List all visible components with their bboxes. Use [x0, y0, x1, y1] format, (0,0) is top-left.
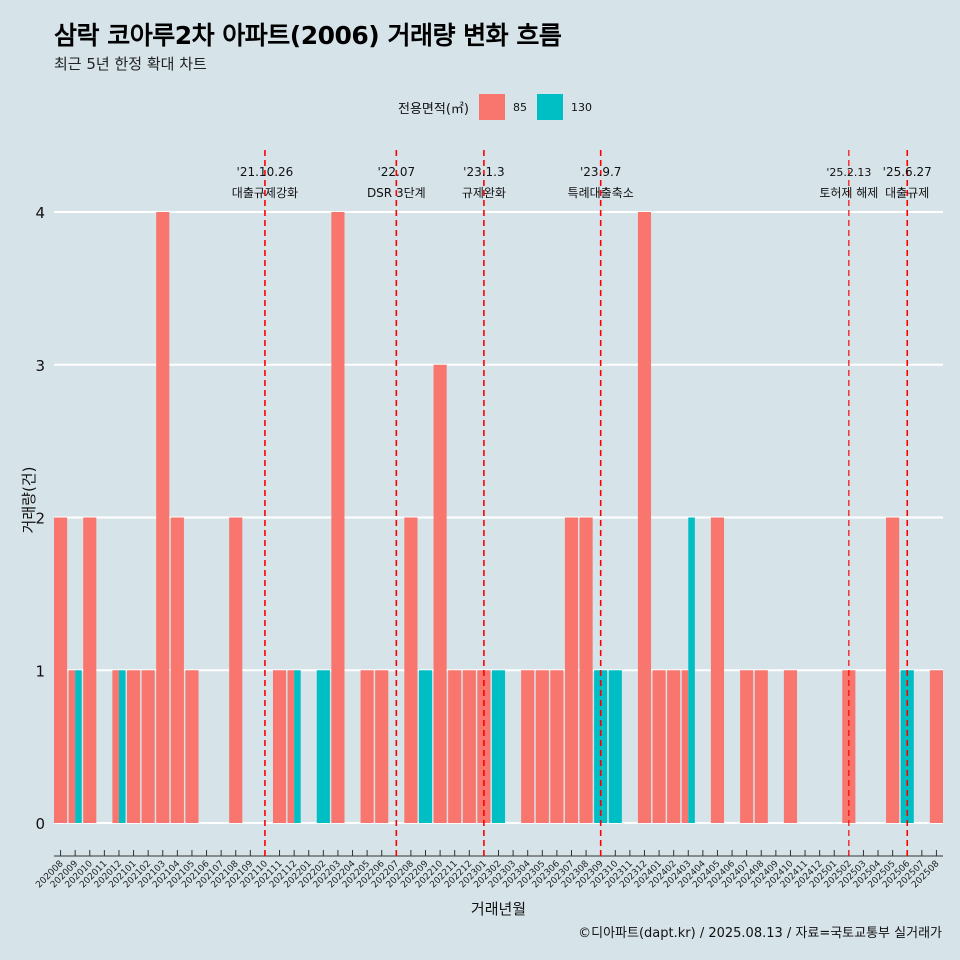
bar-85-202103: [156, 212, 170, 823]
bar-85-202307: [564, 517, 579, 823]
bar-85-202102: [141, 670, 155, 823]
legend: 전용면적(㎡) 85 130: [398, 94, 602, 120]
bar-85-202012: [112, 670, 119, 823]
bar-85-202210: [433, 364, 447, 823]
event-label-0: 대출규제강화: [232, 186, 298, 200]
legend-title: 전용면적(㎡): [398, 101, 469, 117]
y-tick-label-2: 2: [35, 510, 45, 528]
bar-85-202306: [550, 670, 564, 823]
bar-85-202105: [185, 670, 199, 823]
bar-85-202104: [170, 517, 184, 823]
bar-85-202112: [287, 670, 295, 823]
event-date-2: '23.1.3: [463, 165, 504, 179]
footer-credit: ©디아파트(dapt.kr) / 2025.08.13 / 자료=국토교통부 실…: [578, 926, 942, 941]
bar-85-202502: [842, 670, 856, 823]
bar-85-202111: [272, 670, 287, 823]
bar-85-202312: [637, 212, 652, 823]
legend-swatch-85: [478, 94, 505, 120]
bar-85-202308: [579, 517, 593, 823]
event-date-4: '25.2.13: [826, 166, 871, 179]
bar-85-202508: [929, 670, 943, 823]
bar-130-202403: [688, 517, 695, 823]
bar-85-202108: [229, 517, 243, 823]
bar-85-202402: [667, 670, 681, 823]
legend-label-85: 85: [512, 100, 527, 114]
bar-85-202208: [404, 517, 418, 823]
y-tick-label-0: 0: [35, 815, 45, 833]
bar-85-202305: [535, 670, 549, 823]
event-date-1: '22.07: [377, 165, 415, 179]
event-label-1: DSR 3단계: [367, 186, 426, 200]
event-date-0: '21.10.26: [237, 165, 294, 179]
bar-85-202212: [462, 670, 476, 823]
bar-85-202407: [740, 670, 754, 823]
bar-85-202205: [360, 670, 374, 823]
bar-85-202010: [83, 517, 97, 823]
event-label-2: 규제완화: [462, 186, 506, 200]
bar-130-202202: [316, 670, 330, 823]
bar-85-202405: [710, 517, 725, 823]
bar-130-202009: [75, 670, 82, 823]
bar-85-202410: [783, 670, 798, 823]
chart-title: 삼락 코아루2차 아파트(2006) 거래량 변화 흐름: [54, 21, 562, 50]
bar-85-202505: [886, 517, 900, 823]
bar-85-202403: [681, 670, 689, 823]
bar-85-202101: [126, 670, 141, 823]
bar-85-202203: [331, 212, 345, 823]
legend-label-130: 130: [570, 100, 592, 114]
bar-85-202408: [754, 670, 768, 823]
y-axis-title: 거래량(건): [20, 467, 38, 534]
event-label-4: 토허제 해제: [819, 186, 878, 200]
legend-swatch-130: [536, 94, 563, 120]
bar-85-202211: [448, 670, 462, 823]
bar-85-202009: [68, 670, 76, 823]
x-axis-title: 거래년월: [471, 900, 526, 918]
bar-130-202209: [418, 670, 433, 823]
bar-130-202112: [294, 670, 301, 823]
bar-85-202206: [375, 670, 389, 823]
bar-85-202301: [477, 670, 491, 823]
bar-85-202304: [521, 670, 535, 823]
event-label-5: 대출규제: [885, 186, 929, 200]
y-tick-label-4: 4: [35, 204, 45, 222]
y-tick-label-1: 1: [35, 662, 45, 680]
event-date-3: '23.9.7: [580, 165, 621, 179]
chart-subtitle: 최근 5년 한정 확대 차트: [54, 55, 207, 73]
bar-130-202012: [118, 670, 126, 823]
bar-85-202401: [652, 670, 666, 823]
event-date-5: '25.6.27: [883, 165, 932, 179]
bar-130-202506: [900, 670, 914, 823]
bar-85-202008: [54, 517, 68, 823]
bar-130-202310: [608, 670, 622, 823]
event-label-3: 특례대출축소: [568, 186, 634, 200]
bar-130-202309: [594, 670, 608, 823]
bar-130-202302: [491, 670, 506, 823]
y-tick-label-3: 3: [35, 357, 45, 375]
